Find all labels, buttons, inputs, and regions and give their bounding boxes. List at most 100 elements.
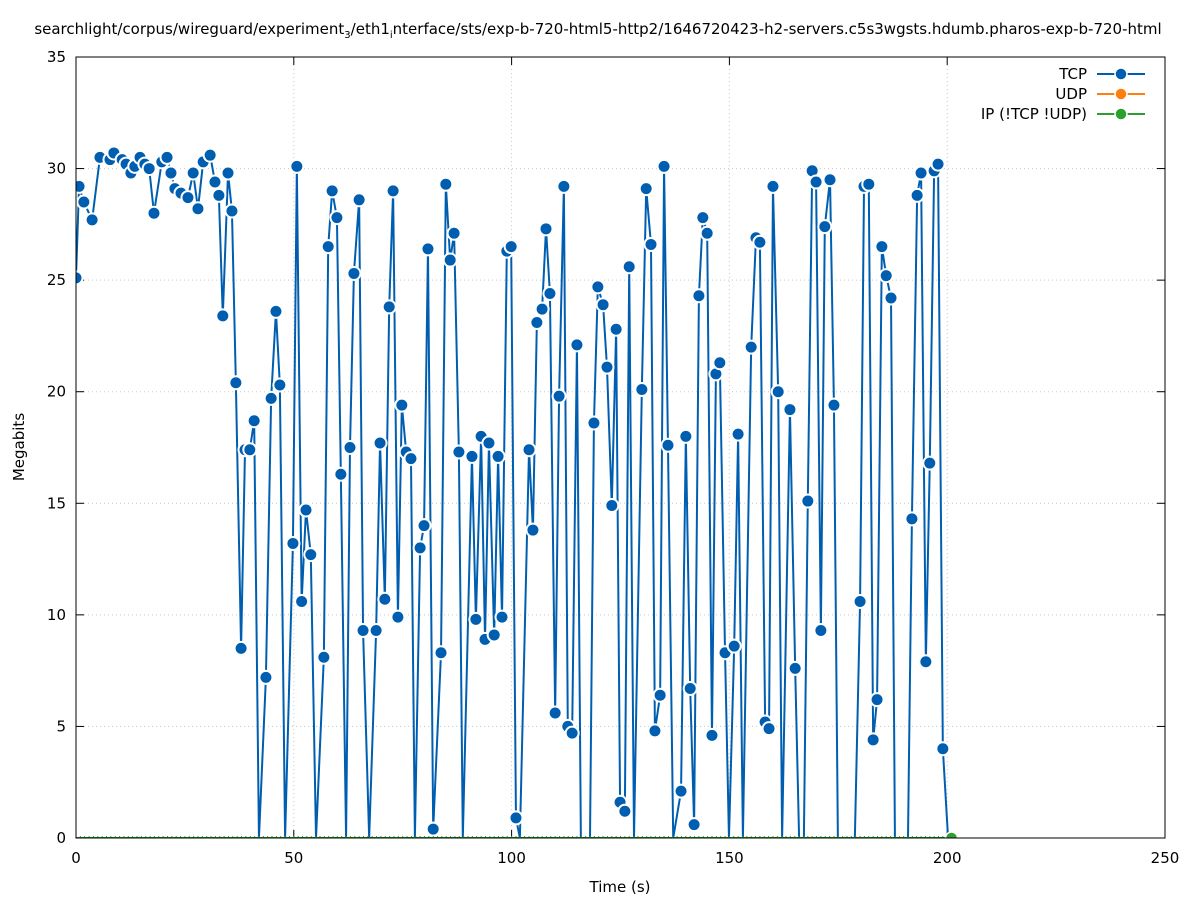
data-point-tcp xyxy=(468,611,484,627)
data-point-tcp xyxy=(141,161,157,177)
data-point-tcp xyxy=(342,440,358,455)
data-point-tcp xyxy=(228,375,244,391)
data-point-tcp xyxy=(935,741,951,757)
data-point-tcp xyxy=(682,680,698,696)
data-point-tcp xyxy=(346,265,362,281)
data-point-tcp xyxy=(285,535,301,551)
data-point-tcp xyxy=(826,397,842,413)
data-point-tcp xyxy=(451,444,467,460)
data-point-tcp xyxy=(163,165,179,181)
y-tick-label: 35 xyxy=(47,48,66,66)
data-point-tcp xyxy=(752,234,768,250)
data-point-tcp xyxy=(861,176,877,192)
data-point-tcp xyxy=(242,442,258,458)
data-point-tcp xyxy=(233,640,249,656)
data-point-tcp xyxy=(638,181,654,197)
data-point-tcp xyxy=(704,727,720,743)
data-point-tcp xyxy=(324,183,340,199)
data-point-tcp xyxy=(202,147,218,163)
y-tick-label: 30 xyxy=(47,160,66,178)
data-point-tcp xyxy=(76,178,87,194)
chart-title-part-b: /eth1 xyxy=(351,20,390,38)
data-point-tcp xyxy=(481,435,497,451)
data-point-tcp xyxy=(822,172,838,188)
data-point-tcp xyxy=(761,721,777,737)
data-point-tcp xyxy=(930,156,946,172)
data-point-tcp xyxy=(599,359,615,375)
data-point-tcp xyxy=(852,593,868,609)
x-tick-label: 0 xyxy=(71,849,81,867)
data-point-tcp xyxy=(329,210,345,226)
data-point-tcp xyxy=(765,178,781,194)
data-point-tcp xyxy=(446,225,462,241)
data-point-tcp xyxy=(782,402,798,418)
data-point-tcp xyxy=(263,390,279,406)
data-point-tcp xyxy=(180,190,196,206)
data-point-tcp xyxy=(207,174,223,190)
chart-title-part-a: searchlight/corpus/wireguard/experiment xyxy=(34,20,344,38)
data-point-tcp xyxy=(808,174,824,190)
data-point-tcp xyxy=(442,252,458,268)
data-point-tcp xyxy=(634,381,650,397)
data-point-tcp xyxy=(433,645,449,661)
data-point-tcp xyxy=(686,817,702,833)
data-point-tcp xyxy=(298,502,314,518)
data-point-tcp xyxy=(743,339,759,355)
legend-label: TCP xyxy=(1058,65,1087,83)
legend-label: UDP xyxy=(1055,85,1087,103)
y-tick-label: 20 xyxy=(47,383,66,401)
data-point-tcp xyxy=(730,426,746,442)
data-point-tcp xyxy=(381,299,397,315)
data-point-tcp xyxy=(385,183,401,199)
data-point-tcp xyxy=(883,290,899,306)
data-point-tcp xyxy=(76,270,84,286)
data-point-tcp xyxy=(595,297,611,313)
data-point-tcp xyxy=(787,660,803,676)
data-point-tcp xyxy=(246,413,262,429)
data-point-tcp xyxy=(508,810,524,826)
axis-ticks: 0 50 100 150 200 250 0 5 10 15 20 25 30 35 xyxy=(47,48,1179,867)
x-tick-label: 250 xyxy=(1151,849,1180,867)
legend-marker xyxy=(1114,67,1128,81)
data-point-tcp xyxy=(394,397,410,413)
data-point-tcp xyxy=(268,303,284,319)
x-axis-label: Time (s) xyxy=(589,878,651,896)
data-point-tcp xyxy=(656,158,672,174)
data-point-tcp xyxy=(608,321,624,337)
data-point-tcp xyxy=(490,448,506,464)
data-point-tcp xyxy=(146,205,162,221)
data-point-tcp xyxy=(224,203,240,219)
legend-marker xyxy=(1114,107,1128,121)
data-point-tcp xyxy=(190,201,206,217)
series-layer xyxy=(76,145,959,838)
data-point-tcp xyxy=(220,165,236,181)
data-point-tcp xyxy=(272,377,288,393)
chart-title-sub-2: i xyxy=(390,30,393,41)
data-point-tcp xyxy=(464,448,480,464)
data-point-tcp xyxy=(368,622,384,638)
data-point-tcp xyxy=(878,268,894,284)
data-point-tcp xyxy=(486,627,502,643)
legend-label: IP (!TCP !UDP) xyxy=(981,105,1087,123)
data-point-tcp xyxy=(420,241,436,257)
data-point-tcp xyxy=(712,355,728,371)
data-point-tcp xyxy=(874,239,890,255)
legend-marker xyxy=(1114,87,1128,101)
data-point-tcp xyxy=(412,540,428,556)
data-point-tcp xyxy=(647,723,663,739)
x-tick-label: 150 xyxy=(715,849,744,867)
data-point-tcp xyxy=(159,149,175,165)
grid xyxy=(76,57,1165,838)
data-point-tcp xyxy=(586,415,602,431)
data-point-tcp xyxy=(800,493,816,509)
data-point-tcp xyxy=(521,442,537,458)
data-point-tcp xyxy=(813,622,829,638)
data-point-ip-tcp-udp xyxy=(944,831,959,838)
data-point-tcp xyxy=(621,259,637,275)
data-point-tcp xyxy=(185,165,201,181)
data-point-tcp xyxy=(678,428,694,444)
legend: TCP UDP IP (!TCP !UDP) xyxy=(981,65,1145,123)
data-point-tcp xyxy=(547,705,563,721)
y-tick-label: 10 xyxy=(47,606,66,624)
